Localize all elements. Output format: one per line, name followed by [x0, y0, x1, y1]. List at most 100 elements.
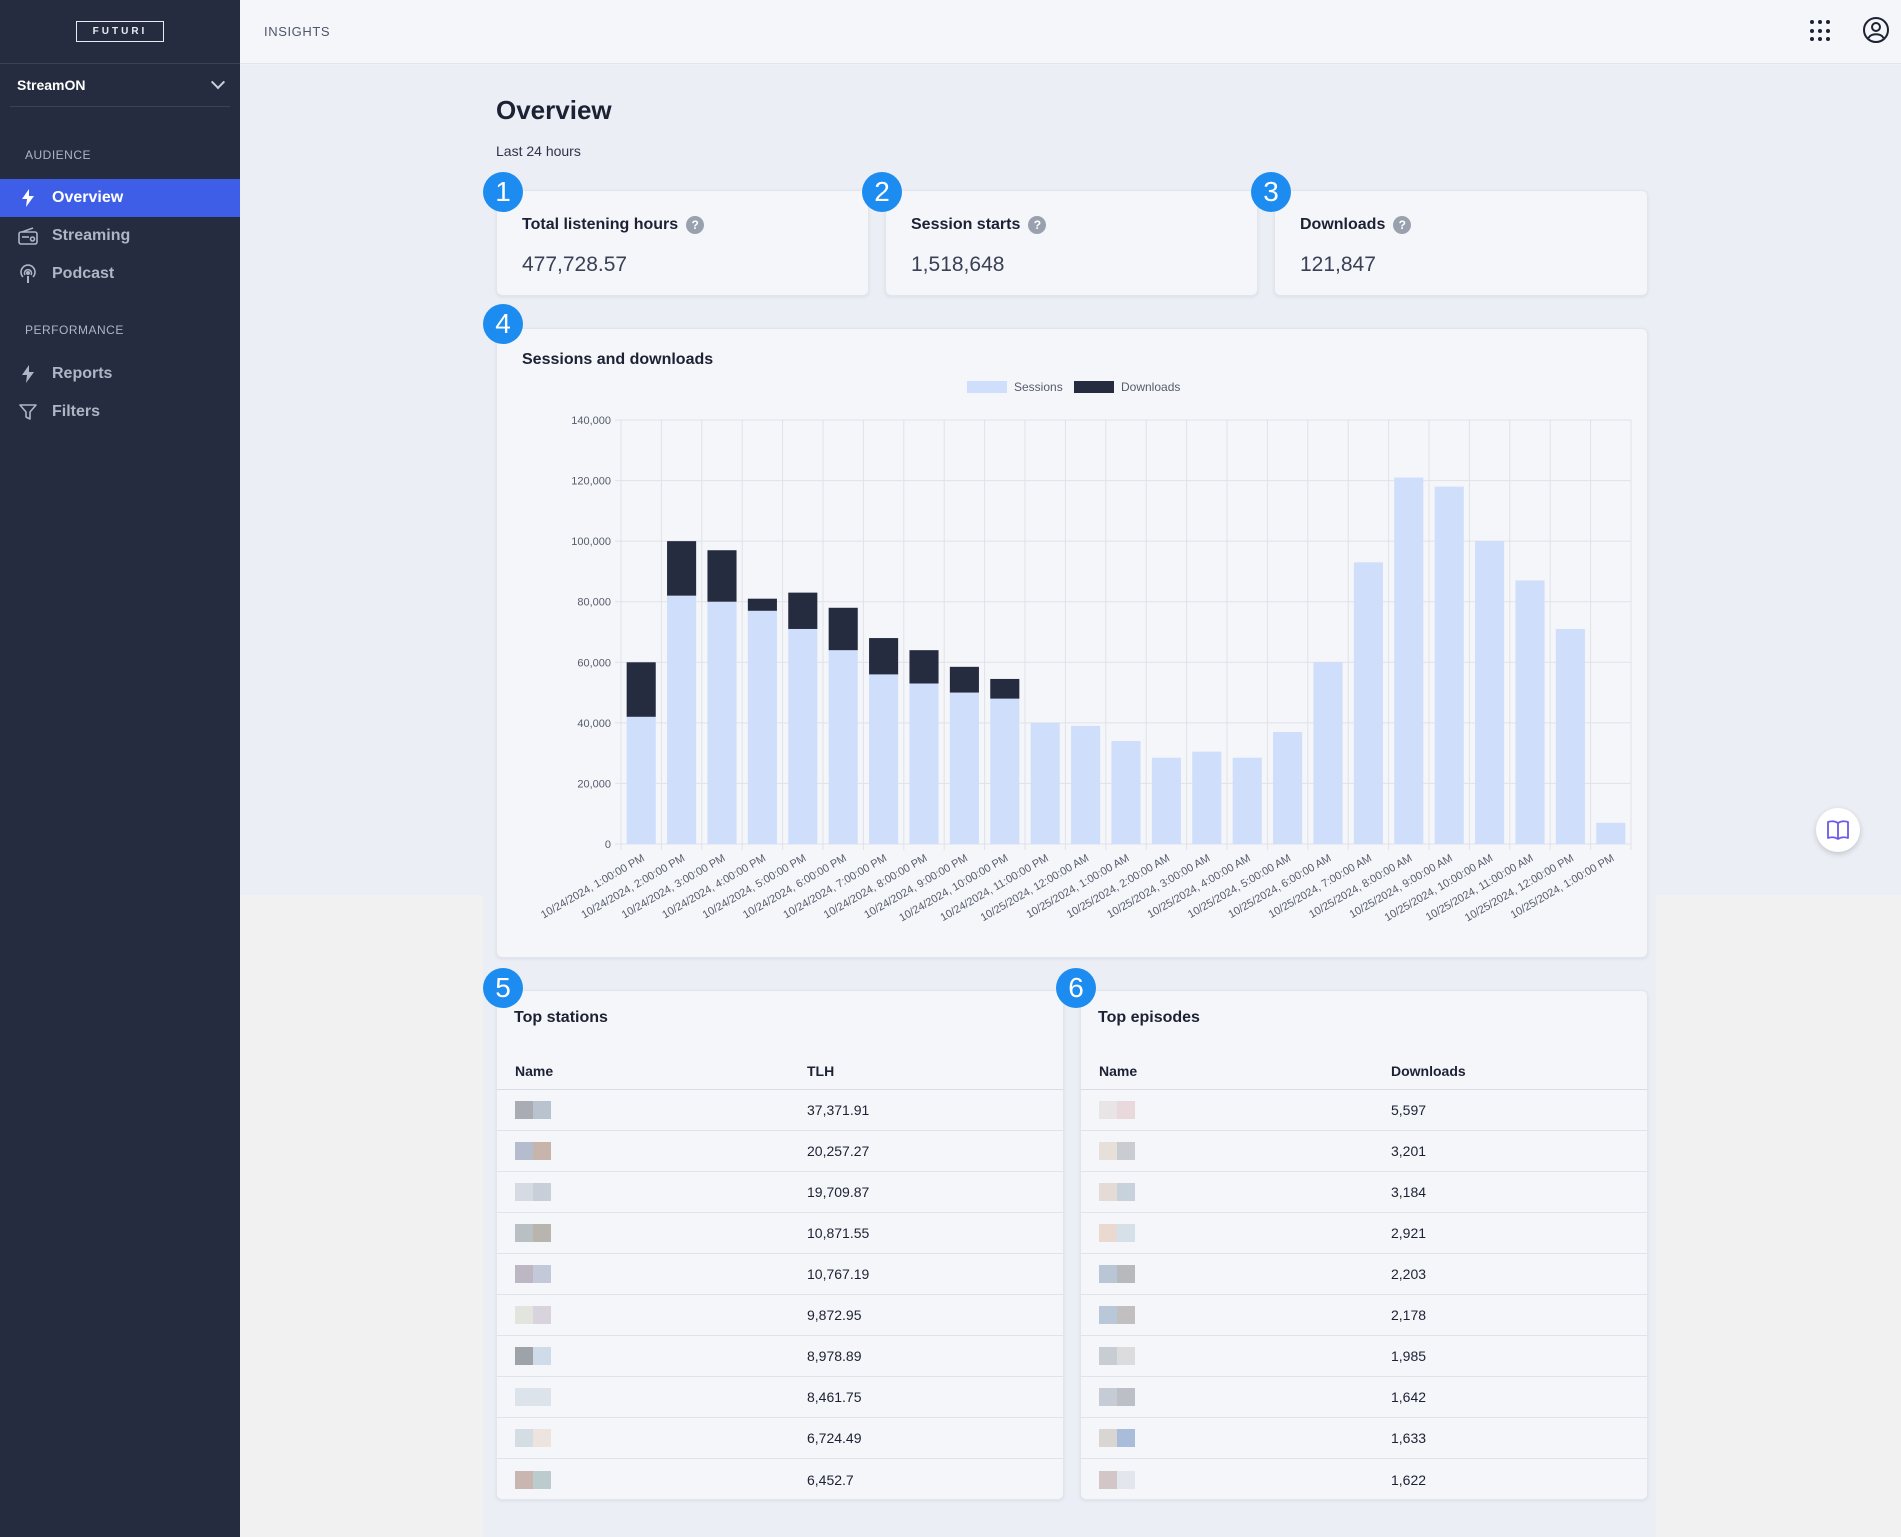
bar-downloads — [869, 638, 899, 675]
table-row[interactable]: 19,709.87 — [497, 1172, 1063, 1213]
annotation-badge: 3 — [1251, 172, 1291, 212]
row-value: 2,178 — [1391, 1307, 1427, 1323]
sidebar-item-label: Podcast — [52, 265, 115, 282]
annotation-badge: 2 — [862, 172, 902, 212]
user-account-icon[interactable] — [1862, 16, 1890, 44]
bar-sessions — [1030, 722, 1060, 844]
bar-sessions — [1434, 486, 1464, 844]
legend-label-sessions: Sessions — [1014, 380, 1063, 394]
row-value: 20,257.27 — [807, 1143, 870, 1159]
redacted-name-image — [1099, 1347, 1135, 1365]
table-row[interactable]: 1,642 — [1081, 1377, 1647, 1418]
row-name-redacted — [1081, 1377, 1391, 1417]
column-header-downloads[interactable]: Downloads — [1391, 1063, 1466, 1079]
table-row[interactable]: 10,767.19 — [497, 1254, 1063, 1295]
row-value: 2,203 — [1391, 1266, 1427, 1282]
y-tick-label: 40,000 — [577, 718, 611, 730]
table-row[interactable]: 5,597 — [1081, 1090, 1647, 1131]
table-row[interactable]: 2,178 — [1081, 1295, 1647, 1336]
redacted-name-image — [1099, 1101, 1135, 1119]
table-row[interactable]: 6,724.49 — [497, 1418, 1063, 1459]
annotation-badge: 4 — [483, 304, 523, 344]
annotation-badge: 5 — [483, 968, 523, 1008]
y-tick-label: 20,000 — [577, 778, 611, 790]
top-stations-table: Name TLH 37,371.91 20,257.27 19,709.87 10,8… — [497, 1053, 1063, 1500]
redacted-name-image — [1099, 1429, 1135, 1447]
docs-button[interactable] — [1816, 808, 1860, 852]
bar-sessions — [707, 601, 737, 844]
row-value: 8,978.89 — [807, 1348, 862, 1364]
sidebar-item-reports[interactable]: Reports — [0, 355, 240, 393]
bar-sessions — [828, 650, 858, 844]
row-name-redacted — [497, 1254, 807, 1294]
stat-label: Downloads? — [1300, 216, 1412, 234]
row-value: 1,633 — [1391, 1430, 1427, 1446]
row-name-redacted — [497, 1213, 807, 1253]
row-name-redacted — [1081, 1254, 1391, 1294]
chart-card: Sessions and downloads 0 20,000 40,000 60,0… — [496, 328, 1648, 958]
apps-grid-icon[interactable] — [1810, 20, 1832, 42]
y-tick-label: 140,000 — [571, 415, 611, 427]
row-name-redacted — [497, 1377, 807, 1417]
table-row[interactable]: 1,633 — [1081, 1418, 1647, 1459]
column-header-tlh[interactable]: TLH — [807, 1063, 835, 1079]
bar-sessions — [1475, 541, 1505, 844]
row-value: 19,709.87 — [807, 1184, 870, 1200]
table-row[interactable]: 10,871.55 — [497, 1213, 1063, 1254]
help-icon[interactable]: ? — [686, 216, 705, 234]
sidebar-item-overview[interactable]: Overview — [0, 179, 240, 217]
bar-sessions — [626, 716, 656, 844]
table-row[interactable]: 8,978.89 — [497, 1336, 1063, 1377]
filter-icon — [18, 402, 38, 422]
radio-icon — [18, 226, 38, 246]
table-row[interactable]: 20,257.27 — [497, 1131, 1063, 1172]
help-icon[interactable]: ? — [1028, 216, 1047, 234]
row-value: 6,452.7 — [807, 1471, 854, 1488]
sidebar-item-podcast[interactable]: Podcast — [0, 255, 240, 293]
row-name-redacted — [1081, 1459, 1391, 1500]
y-tick-label: 100,000 — [571, 536, 611, 548]
bar-sessions — [869, 674, 899, 844]
row-value: 1,985 — [1391, 1348, 1427, 1364]
stat-label: Session starts? — [911, 216, 1047, 234]
help-icon[interactable]: ? — [1393, 216, 1412, 234]
page-subtitle: Last 24 hours — [496, 143, 581, 159]
redacted-name-image — [515, 1142, 551, 1160]
bar-sessions — [1071, 725, 1101, 844]
table-row[interactable]: 9,872.95 — [497, 1295, 1063, 1336]
app-section-title: INSIGHTS — [264, 24, 331, 39]
row-name-redacted — [1081, 1131, 1391, 1171]
table-row[interactable]: 2,203 — [1081, 1254, 1647, 1295]
redacted-name-image — [515, 1224, 551, 1242]
table-row[interactable]: 1,622 — [1081, 1459, 1647, 1500]
sidebar-item-label: Filters — [52, 403, 101, 420]
redacted-name-image — [1099, 1265, 1135, 1283]
sidebar-item-streaming[interactable]: Streaming — [0, 217, 240, 255]
table-row[interactable]: 3,201 — [1081, 1131, 1647, 1172]
chevron-down-icon — [210, 75, 226, 90]
row-value: 8,461.75 — [807, 1389, 862, 1405]
sidebar-item-filters[interactable]: Filters — [0, 393, 240, 431]
stat-card-downloads: Downloads? 121,847 — [1274, 190, 1648, 296]
row-name-redacted — [1081, 1172, 1391, 1212]
table-row[interactable]: 3,184 — [1081, 1172, 1647, 1213]
legend-label-downloads: Downloads — [1121, 380, 1180, 394]
row-name-redacted — [497, 1295, 807, 1335]
table-row[interactable]: 8,461.75 — [497, 1377, 1063, 1418]
row-value: 3,184 — [1391, 1184, 1427, 1200]
redacted-name-image — [515, 1265, 551, 1283]
app-selector[interactable]: StreamON — [10, 64, 230, 107]
row-name-redacted — [1081, 1213, 1391, 1253]
futuri-logo[interactable]: FUTURI — [75, 21, 165, 42]
y-tick-label: 0 — [605, 839, 611, 851]
column-header-name[interactable]: Name — [1099, 1063, 1138, 1079]
redacted-name-image — [1099, 1470, 1135, 1489]
podcast-icon — [18, 264, 38, 284]
column-header-name[interactable]: Name — [515, 1063, 554, 1079]
table-row[interactable]: 1,985 — [1081, 1336, 1647, 1377]
table-row[interactable]: 37,371.91 — [497, 1090, 1063, 1131]
redacted-name-image — [1099, 1306, 1135, 1324]
table-row[interactable]: 2,921 — [1081, 1213, 1647, 1254]
redacted-name-image — [1099, 1388, 1135, 1406]
table-row[interactable]: 6,452.7 — [497, 1459, 1063, 1500]
